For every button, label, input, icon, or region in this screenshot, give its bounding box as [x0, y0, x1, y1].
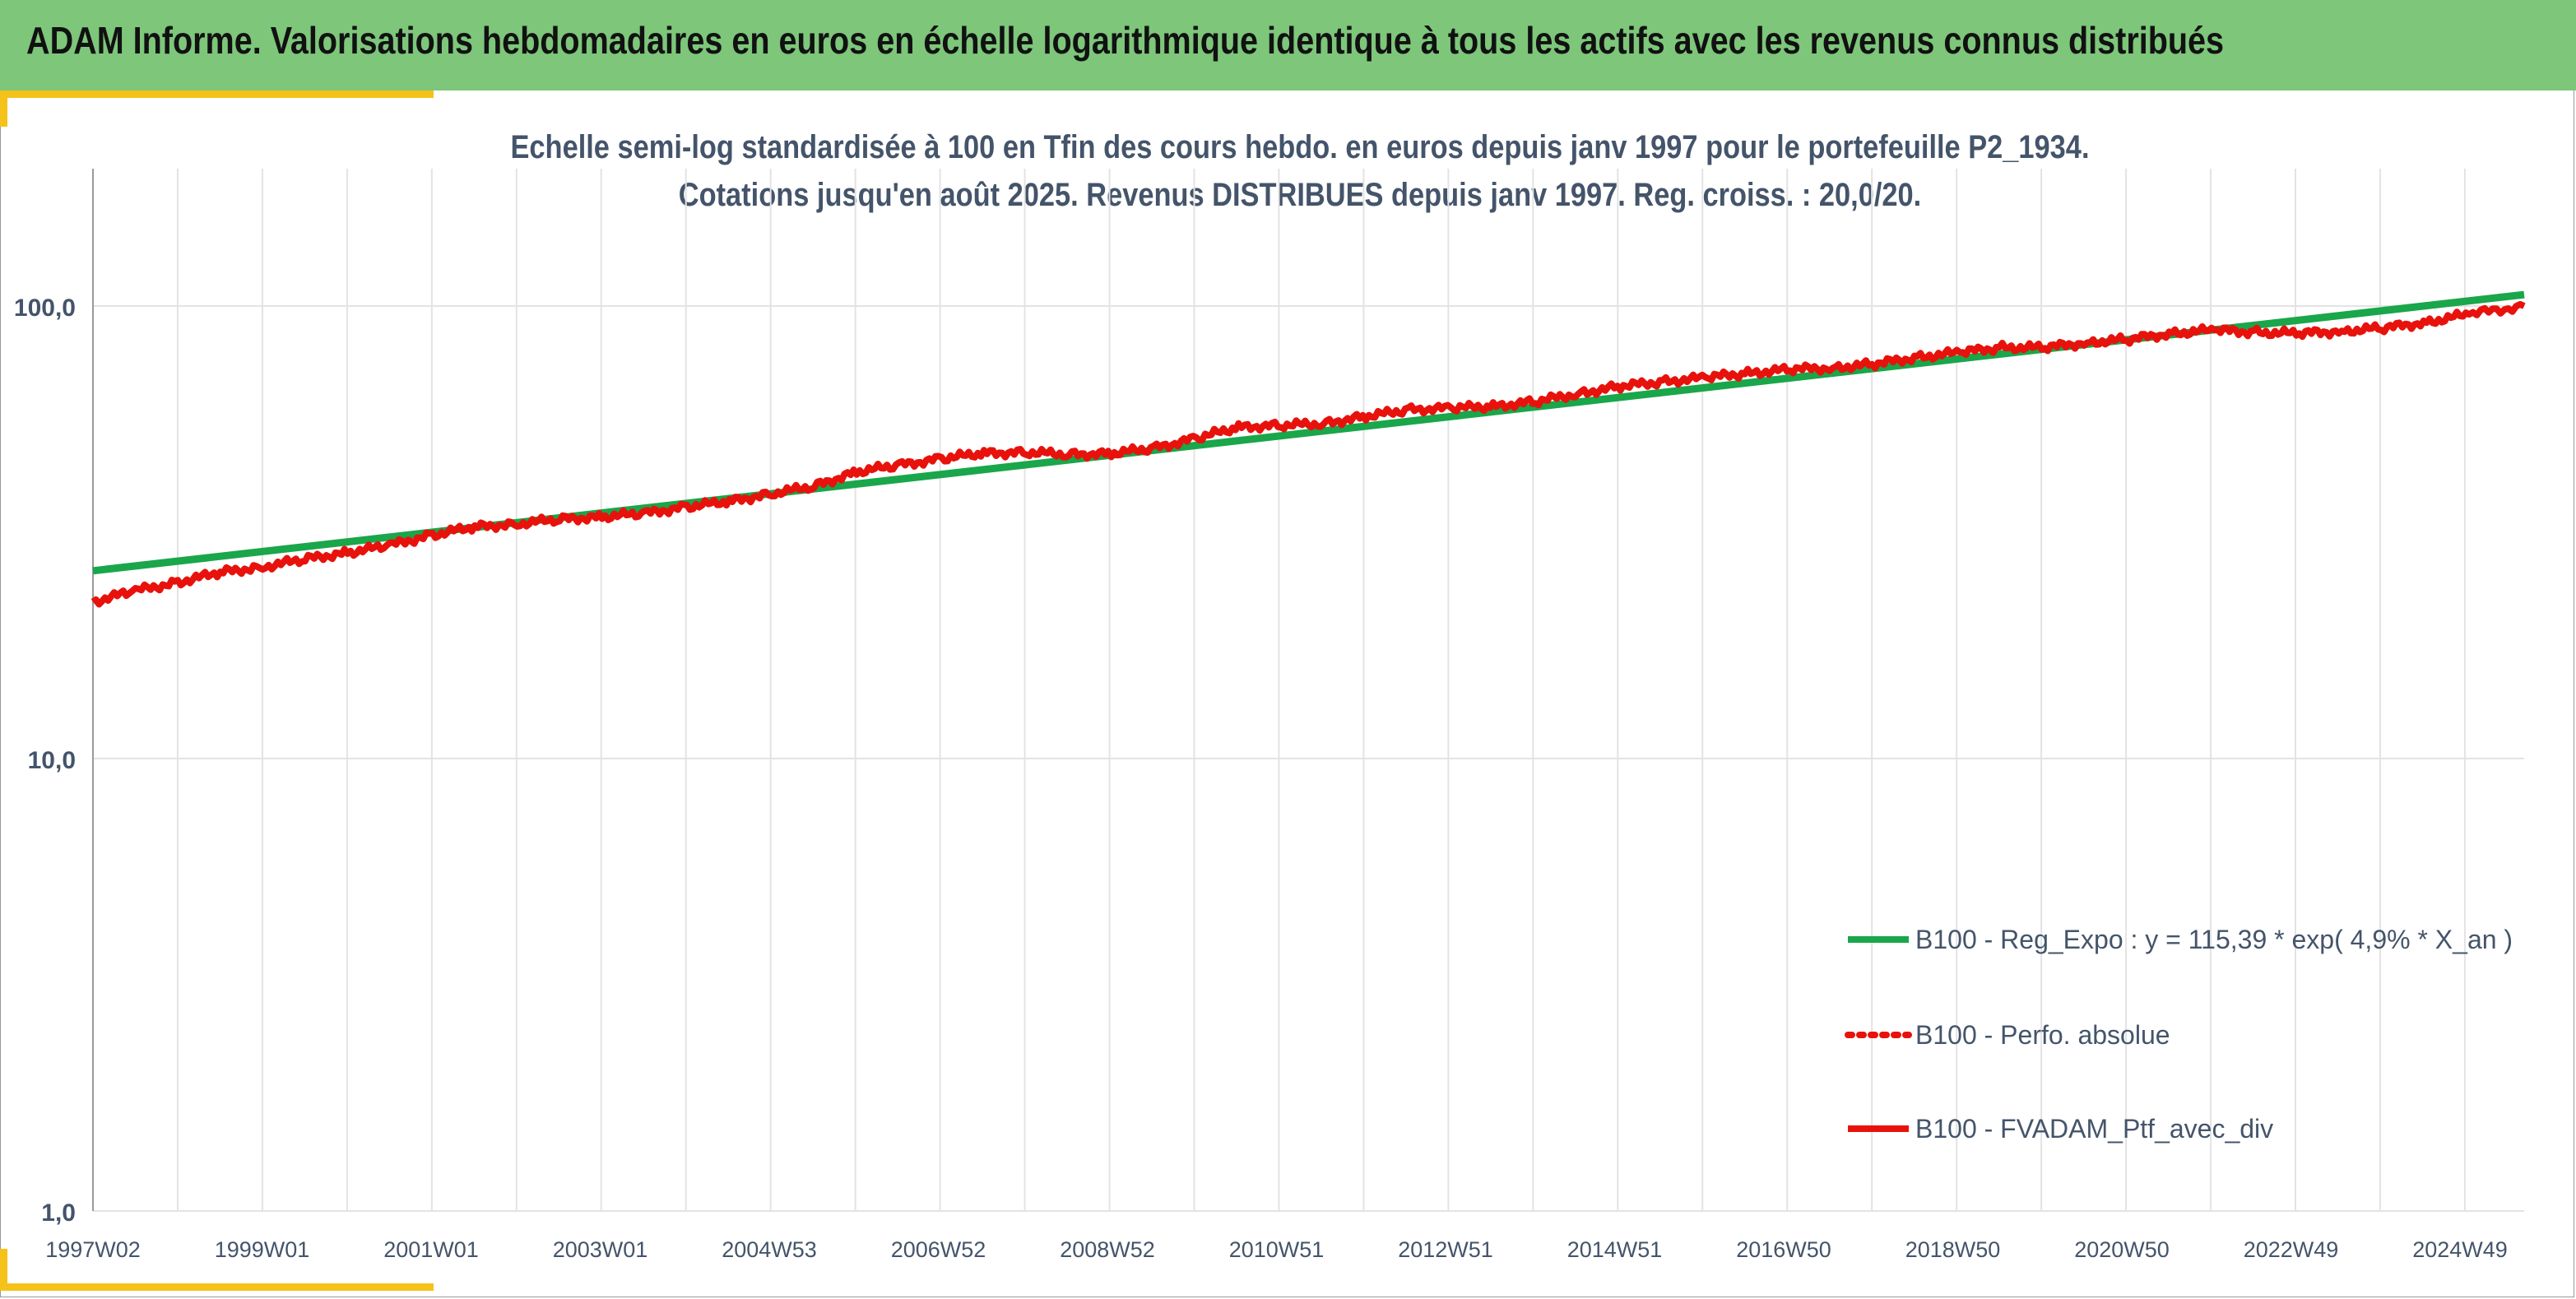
corner-accent-bottom-v: [0, 1249, 7, 1291]
corner-accent-bottom-h: [0, 1283, 434, 1291]
x-tick-label: 2001W01: [383, 1237, 479, 1262]
x-tick-label: 2008W52: [1060, 1237, 1155, 1262]
legend-label: B100 - Reg_Expo : y = 115,39 * exp( 4,9%…: [1915, 925, 2513, 954]
x-tick-label: 2010W51: [1229, 1237, 1325, 1262]
y-tick-label: 1,0: [41, 1199, 76, 1227]
corner-accent-top-h: [0, 90, 434, 98]
header-title: ADAM Informe. Valorisations hebdomadaire…: [26, 19, 2225, 62]
x-tick-label: 1999W01: [215, 1237, 310, 1262]
x-tick-label: 2014W51: [1567, 1237, 1663, 1262]
x-tick-label: 2024W49: [2412, 1237, 2508, 1262]
x-tick-label: 2020W50: [2074, 1237, 2170, 1262]
chart-subtitle: Cotations jusqu'en août 2025. Revenus DI…: [679, 176, 1921, 213]
x-tick-label: 2022W49: [2244, 1237, 2339, 1262]
y-tick-label: 10,0: [28, 747, 76, 774]
x-tick-label: 2018W50: [1905, 1237, 2001, 1262]
x-tick-label: 2012W51: [1398, 1237, 1493, 1262]
y-tick-label: 100,0: [14, 295, 76, 322]
corner-accent-top-v: [0, 90, 7, 127]
x-tick-label: 2006W52: [891, 1237, 986, 1262]
x-tick-label: 2003W01: [553, 1237, 648, 1262]
x-tick-label: 2016W50: [1736, 1237, 1831, 1262]
chart-title: Echelle semi-log standardisée à 100 en T…: [510, 128, 2089, 165]
x-tick-label: 1997W02: [45, 1237, 141, 1262]
header-band: ADAM Informe. Valorisations hebdomadaire…: [0, 0, 2576, 90]
series-line-2: [91, 300, 2526, 608]
legend-label: B100 - FVADAM_Ptf_avec_div: [1915, 1114, 2273, 1144]
legend-label: B100 - Perfo. absolue: [1915, 1020, 2170, 1050]
x-tick-label: 2004W53: [722, 1237, 817, 1262]
